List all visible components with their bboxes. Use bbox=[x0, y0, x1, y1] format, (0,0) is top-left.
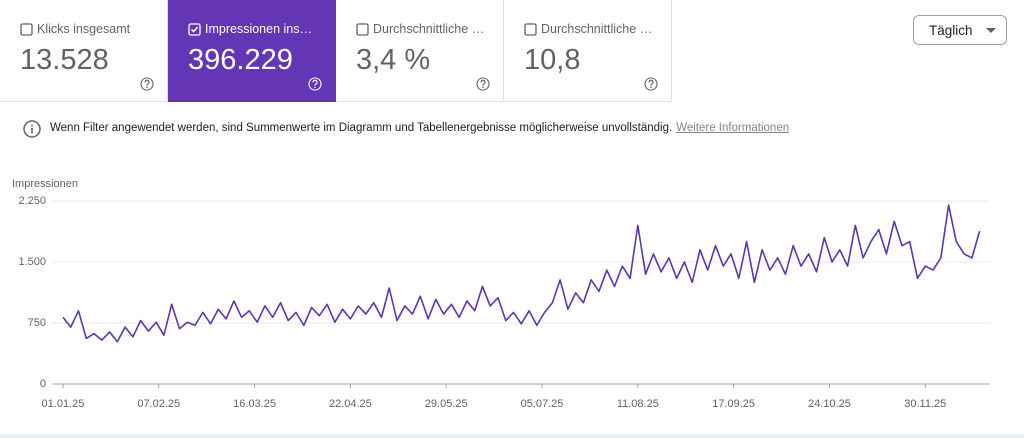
metric-card[interactable]: Impressionen ins… 396.229 bbox=[168, 0, 336, 102]
x-tick-label: 11.08.25 bbox=[617, 398, 659, 410]
y-axis-label: Impressionen bbox=[12, 178, 78, 190]
metric-value: 13.528 bbox=[20, 44, 109, 76]
checkbox[interactable] bbox=[356, 23, 369, 36]
metric-card[interactable]: Durchschnittliche … 3,4 % bbox=[336, 0, 504, 102]
y-tick-label: 750 bbox=[28, 317, 46, 329]
help-icon[interactable] bbox=[644, 77, 658, 91]
x-tick-label: 05.07.25 bbox=[521, 398, 564, 410]
metric-label: Durchschnittliche … bbox=[541, 22, 653, 36]
x-tick-label: 01.01.25 bbox=[42, 398, 85, 410]
y-tick-label: 1.500 bbox=[18, 256, 46, 268]
help-icon[interactable] bbox=[140, 77, 154, 91]
metric-label: Impressionen ins… bbox=[205, 22, 312, 36]
granularity-dropdown[interactable]: Täglich bbox=[913, 15, 1007, 45]
dropdown-arrow bbox=[986, 28, 996, 33]
x-tick-label: 29.05.25 bbox=[425, 398, 468, 410]
x-tick-label: 07.02.25 bbox=[137, 398, 180, 410]
metric-label: Durchschnittliche … bbox=[373, 22, 485, 36]
chart: Impressionen 0 750 1.500 2.250 01.01.25 07.02… bbox=[12, 178, 990, 410]
y-tick-label: 0 bbox=[40, 378, 46, 390]
help-icon[interactable] bbox=[308, 77, 322, 91]
notice: Wenn Filter angewendet werden, sind Summ… bbox=[50, 122, 789, 134]
x-tick-label: 30.11.25 bbox=[904, 398, 946, 410]
notice-text: Wenn Filter angewendet werden, sind Summ… bbox=[50, 122, 673, 134]
x-tick-label: 16.03.25 bbox=[233, 398, 276, 410]
metric-value: 396.229 bbox=[188, 44, 293, 76]
notice-link[interactable]: Weitere Informationen bbox=[676, 122, 790, 134]
line bbox=[62, 204, 981, 343]
metric-card[interactable]: Durchschnittliche … 10,8 bbox=[504, 0, 672, 102]
x-tick-label: 24.10.25 bbox=[808, 398, 851, 410]
checkbox[interactable] bbox=[524, 23, 537, 36]
info-icon bbox=[23, 120, 41, 138]
x-tick-label: 22.04.25 bbox=[329, 398, 372, 410]
bottom-border bbox=[0, 434, 1024, 438]
metric-label: Klicks insgesamt bbox=[37, 22, 131, 36]
metric-card[interactable]: Klicks insgesamt 13.528 bbox=[0, 0, 168, 102]
checkbox[interactable] bbox=[188, 23, 201, 36]
metric-value: 3,4 % bbox=[356, 44, 431, 76]
x-tick-label: 17.09.25 bbox=[712, 398, 755, 410]
y-tick-label: 2.250 bbox=[18, 195, 46, 207]
checkbox[interactable] bbox=[20, 23, 33, 36]
metric-value: 10,8 bbox=[524, 44, 581, 76]
dropdown-label: Täglich bbox=[929, 23, 973, 38]
help-icon[interactable] bbox=[476, 77, 490, 91]
